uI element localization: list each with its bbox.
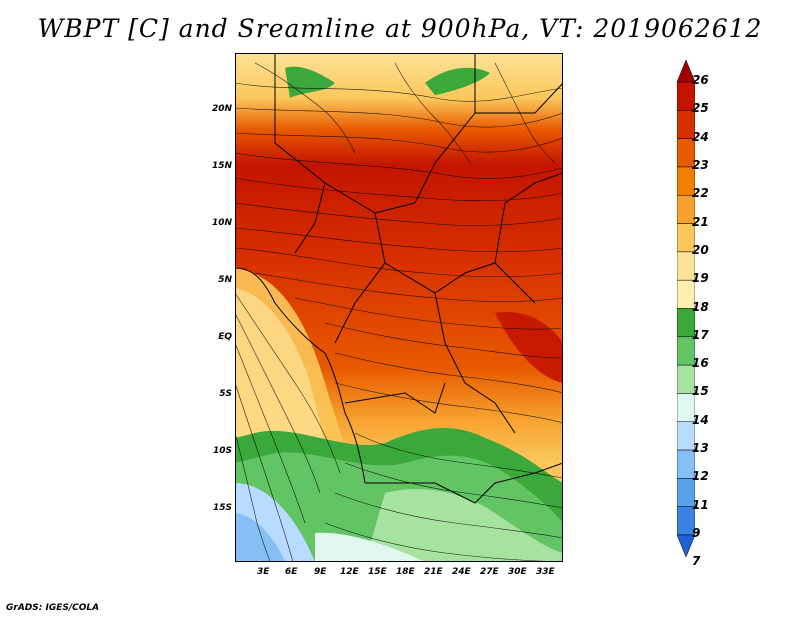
lon-tick-15e: 15E — [368, 567, 387, 577]
colorbar-label: 23 — [692, 157, 709, 172]
lon-tick-24e: 24E — [452, 567, 471, 577]
lat-tick-10n: 10N — [211, 218, 232, 228]
colorbar-label: 15 — [692, 384, 709, 399]
lon-tick-6e: 6E — [285, 567, 298, 577]
lon-tick-9e: 9E — [314, 567, 327, 577]
colorbar-label: 16 — [692, 356, 709, 371]
lon-tick-3e: 3E — [257, 567, 270, 577]
colorbar-label: 13 — [692, 441, 709, 456]
wbpt-field — [235, 53, 563, 562]
colorbar-label: 21 — [692, 214, 709, 229]
colorbar-label: 9 — [692, 526, 701, 540]
lat-tick-5n: 5N — [218, 275, 232, 285]
lat-tick-5s: 5S — [219, 389, 232, 399]
colorbar-label: 11 — [692, 497, 709, 512]
colorbar-label: 12 — [692, 469, 709, 484]
lat-tick-20n: 20N — [211, 104, 232, 114]
grads-credit: GrADS: IGES/COLA — [6, 603, 100, 613]
colorbar-label: 24 — [692, 129, 709, 144]
lon-tick-18e: 18E — [396, 567, 415, 577]
lon-tick-21e: 21E — [424, 567, 443, 577]
lat-tick-10s: 10S — [212, 446, 232, 456]
colorbar-label: 7 — [692, 554, 701, 569]
colorbar-label: 19 — [692, 271, 709, 286]
colorbar-label: 17 — [692, 327, 709, 342]
colorbar-label: 25 — [692, 101, 709, 116]
colorbar-label: 26 — [692, 73, 709, 87]
colorbar-label: 20 — [692, 242, 709, 257]
lon-tick-33e: 33E — [536, 567, 555, 577]
colorbar-label: 14 — [692, 412, 709, 427]
lon-tick-30e: 30E — [508, 567, 527, 577]
colorbar-label: 18 — [692, 299, 709, 314]
colorbar-swatches — [676, 59, 696, 558]
colorbar-label: 22 — [692, 186, 709, 201]
lon-tick-12e: 12E — [340, 567, 359, 577]
colorbar — [676, 59, 696, 558]
lat-tick-15n: 15N — [211, 161, 232, 171]
lon-tick-27e: 27E — [480, 567, 499, 577]
streamlines — [235, 62, 563, 562]
lat-tick-eq: EQ — [218, 332, 232, 342]
lat-tick-15s: 15S — [212, 503, 232, 513]
map-panel — [235, 53, 563, 562]
colorbar-swatch — [676, 534, 696, 558]
map-title: WBPT [C] and Sreamline at 900hPa, VT: 20… — [37, 14, 763, 43]
